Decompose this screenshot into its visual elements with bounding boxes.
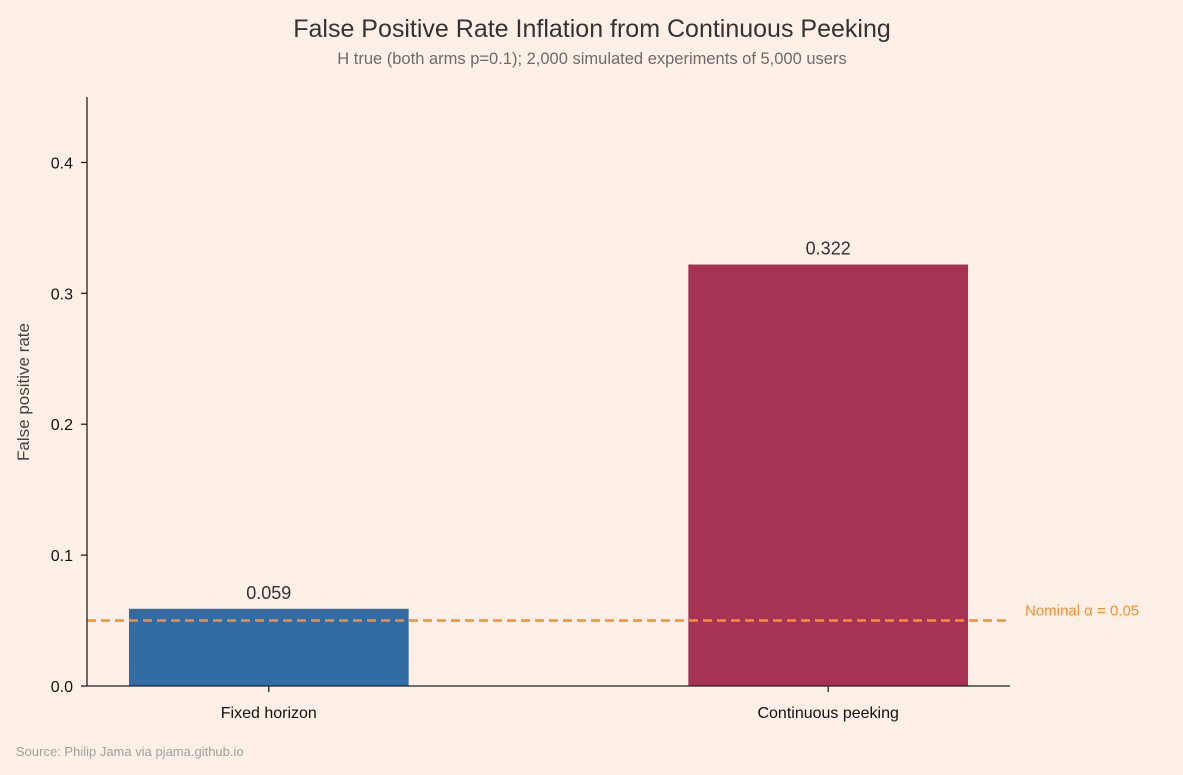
y-axis-label: False positive rate xyxy=(14,323,33,461)
chart-subtitle: H true (both arms p=0.1); 2,000 simulate… xyxy=(337,50,846,68)
bar-continuous-peeking xyxy=(688,264,969,686)
y-tick-label: 0.0 xyxy=(51,679,73,696)
y-tick-label: 0.1 xyxy=(51,548,73,565)
data-label: 0.059 xyxy=(246,583,291,603)
chart-title: False Positive Rate Inflation from Conti… xyxy=(293,15,891,43)
data-label: 0.322 xyxy=(806,239,851,259)
source-note: Source: Philip Jama via pjama.github.io xyxy=(16,744,244,759)
y-tick-label: 0.3 xyxy=(51,286,73,303)
reference-line-label: Nominal α = 0.05 xyxy=(1025,603,1139,620)
bar-fixed-horizon xyxy=(128,608,409,686)
y-tick-label: 0.4 xyxy=(51,155,73,172)
x-tick-label: Fixed horizon xyxy=(221,705,317,722)
y-tick-label: 0.2 xyxy=(51,417,73,434)
x-tick-label: Continuous peeking xyxy=(757,705,898,722)
